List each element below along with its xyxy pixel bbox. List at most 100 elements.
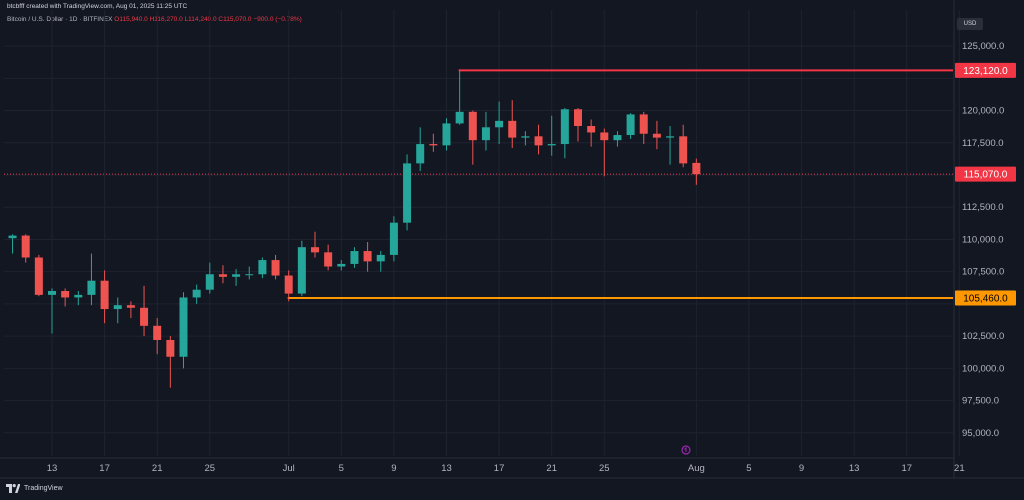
candle [324, 244, 333, 271]
x-tick-label: 13 [849, 463, 860, 474]
y-tick-label: 117,500.0 [962, 138, 1004, 149]
candle-body [376, 254, 385, 262]
candle [429, 133, 438, 152]
grid [4, 10, 960, 456]
events-icon[interactable] [681, 445, 691, 455]
candle-body [587, 126, 596, 133]
candle-body [48, 291, 56, 295]
x-tick-label: 21 [954, 463, 965, 474]
candle [311, 231, 319, 258]
footer-brand-text: TradingView [24, 485, 63, 492]
candle [126, 301, 135, 319]
candle-body [218, 274, 227, 277]
candle-body [442, 123, 451, 146]
candle [179, 292, 188, 369]
currency-badge[interactable]: USD [957, 18, 983, 30]
y-tick-label: 120,000.0 [962, 106, 1004, 117]
candle-body [21, 235, 30, 258]
candle-body [350, 251, 359, 264]
candle [534, 124, 543, 155]
y-tick-label: 102,500.0 [962, 331, 1004, 342]
candle-body [679, 136, 688, 164]
y-tick-label: 100,000.0 [962, 363, 1004, 374]
y-tick-label: 97,500.0 [962, 396, 999, 407]
candle [192, 284, 201, 304]
x-tick-label: 5 [339, 463, 344, 474]
candle-body [245, 274, 254, 276]
candle [666, 126, 675, 165]
candle-body [34, 257, 43, 295]
candle-body [232, 274, 241, 277]
candle [389, 216, 398, 262]
candle [495, 101, 504, 145]
candle-body [468, 111, 477, 141]
candle [679, 124, 688, 168]
candle [48, 288, 56, 334]
candle [218, 265, 227, 284]
candle [626, 113, 635, 139]
candle-body [113, 305, 122, 310]
candle [284, 270, 293, 302]
candle-body [652, 133, 661, 138]
candle-body [521, 136, 530, 138]
ohlc-readout: Bitcoin / U.S. Dollar · 1D · BITFINEX O1… [7, 16, 302, 28]
y-tick-label: 107,500.0 [962, 267, 1004, 278]
candle [21, 234, 30, 263]
x-tick-label: Jul [283, 463, 295, 474]
symbol-line[interactable]: Bitcoin / U.S. Dollar · 1D · BITFINEX [7, 16, 113, 23]
x-tick-label: 21 [152, 463, 163, 474]
support-badge-label: 105,460.0 [963, 293, 1008, 304]
candle-body [179, 297, 188, 357]
candle-body [547, 144, 556, 146]
candle [455, 70, 464, 125]
x-tick-label: 17 [99, 463, 110, 474]
candle-body [508, 120, 517, 138]
y-tick-label: 95,000.0 [962, 428, 999, 439]
x-axis: 13 17 21 25 Jul 5 9 13 17 21 25 Aug 5 9 13 17 21 [47, 463, 965, 474]
candle [613, 131, 622, 147]
candle-body [389, 222, 398, 255]
x-tick-label: 21 [546, 463, 557, 474]
ohlc-high: H116,270.0 [149, 16, 183, 23]
candle-body [126, 305, 135, 308]
candle [153, 318, 162, 355]
x-tick-label: 25 [599, 463, 610, 474]
resistance-badge-bg [955, 62, 1016, 78]
candle [416, 127, 425, 172]
candles [8, 70, 701, 388]
candle [363, 242, 372, 272]
candle [587, 119, 596, 147]
resistance-price-badge: 123,120.0 [955, 62, 1016, 78]
candle [87, 253, 96, 306]
horizontal-lines [4, 69, 953, 299]
candle-body [153, 325, 162, 340]
candle-body [560, 109, 569, 145]
candle-body [192, 289, 201, 298]
ohlc-open: O115,940.0 [114, 16, 148, 23]
support-price-badge: 105,460.0 [955, 290, 1016, 306]
candle-body [574, 109, 582, 127]
candle-body [600, 132, 609, 141]
last-price-badge-bg [955, 166, 1016, 182]
candle-body [416, 144, 425, 164]
candle [376, 251, 385, 272]
candle [100, 270, 109, 324]
candle-body [61, 291, 70, 298]
candle [600, 128, 609, 177]
resistance-badge-label: 123,120.0 [963, 66, 1008, 77]
x-tick-label: 9 [391, 463, 396, 474]
candle [481, 111, 490, 151]
candle-body [403, 163, 412, 223]
candle [140, 285, 149, 337]
candle-body [481, 127, 490, 141]
candle [113, 297, 122, 324]
candle [692, 158, 701, 185]
x-tick-label: 13 [441, 463, 452, 474]
candle-body [8, 235, 17, 239]
candle-body [613, 135, 622, 141]
ohlc-close: C115,070.0 [218, 16, 252, 23]
y-tick-label: 112,500.0 [962, 202, 1004, 213]
candle [61, 288, 70, 307]
y-tick-label: 125,000.0 [962, 41, 1004, 52]
